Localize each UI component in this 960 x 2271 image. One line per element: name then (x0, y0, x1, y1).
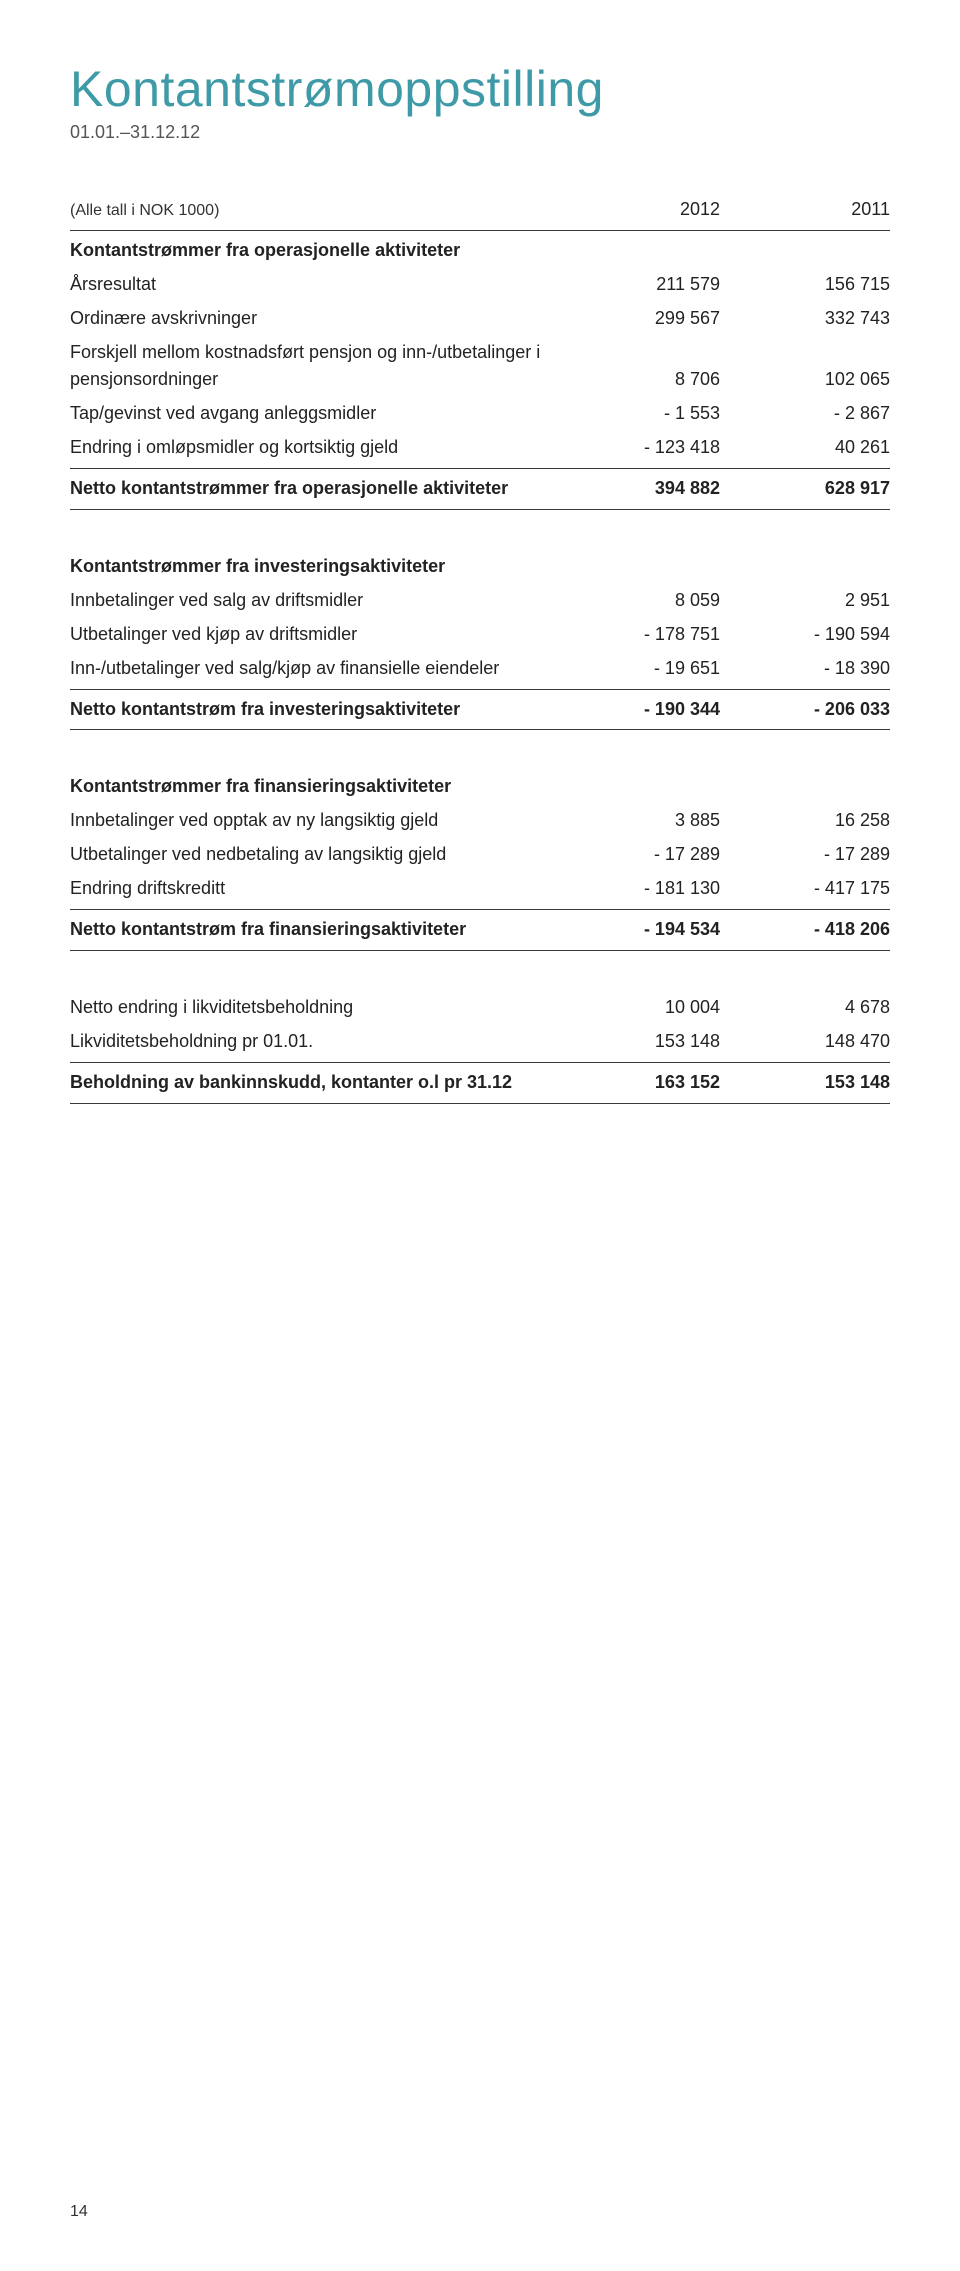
section-total-operating: Netto kontantstrømmer fra operasjonelle … (70, 469, 890, 510)
row-label: Endring driftskreditt (70, 872, 580, 909)
row-value: 156 715 (750, 268, 890, 302)
section-heading-investing: Kontantstrømmer fra investeringsaktivite… (70, 550, 890, 584)
section-heading-operating: Kontantstrømmer fra operasjonelle aktivi… (70, 230, 890, 267)
row-label: Ordinære avskrivninger (70, 302, 580, 336)
row-value: - 123 418 (580, 431, 750, 468)
heading-label: Kontantstrømmer fra operasjonelle aktivi… (70, 230, 580, 267)
heading-label: Kontantstrømmer fra finansieringsaktivit… (70, 770, 580, 804)
spacer (70, 950, 890, 991)
table-row: Tap/gevinst ved avgang anleggsmidler - 1… (70, 397, 890, 431)
summary-total: Beholdning av bankinnskudd, kontanter o.… (70, 1062, 890, 1103)
row-label: Utbetalinger ved nedbetaling av langsikt… (70, 838, 580, 872)
row-label: Utbetalinger ved kjøp av driftsmidler (70, 618, 580, 652)
page-title: Kontantstrømoppstilling (70, 60, 890, 118)
row-value: 148 470 (750, 1025, 890, 1062)
row-label: Netto kontantstrøm fra finansieringsakti… (70, 910, 580, 951)
row-value: 163 152 (580, 1062, 750, 1103)
table-row: Endring driftskreditt - 181 130 - 417 17… (70, 872, 890, 909)
row-label: Netto kontantstrøm fra investeringsaktiv… (70, 689, 580, 730)
row-value: - 19 651 (580, 652, 750, 689)
row-label: Beholdning av bankinnskudd, kontanter o.… (70, 1062, 580, 1103)
row-label: Innbetalinger ved opptak av ny langsikti… (70, 804, 580, 838)
row-value: - 194 534 (580, 910, 750, 951)
unit-note: (Alle tall i NOK 1000) (70, 193, 580, 230)
table-header-row: (Alle tall i NOK 1000) 2012 2011 (70, 193, 890, 230)
row-value: - 206 033 (750, 689, 890, 730)
table-row: Utbetalinger ved nedbetaling av langsikt… (70, 838, 890, 872)
table-row: Likviditetsbeholdning pr 01.01. 153 148 … (70, 1025, 890, 1062)
spacer (70, 730, 890, 771)
page-subtitle: 01.01.–31.12.12 (70, 122, 890, 143)
row-value: - 190 594 (750, 618, 890, 652)
row-label: Årsresultat (70, 268, 580, 302)
row-value: - 178 751 (580, 618, 750, 652)
row-value: 16 258 (750, 804, 890, 838)
cashflow-table: (Alle tall i NOK 1000) 2012 2011 Kontant… (70, 193, 890, 1104)
row-value: - 17 289 (580, 838, 750, 872)
row-label: Endring i omløpsmidler og kortsiktig gje… (70, 431, 580, 468)
page-number: 14 (70, 2203, 88, 2221)
table-row: Netto endring i likviditetsbeholdning 10… (70, 991, 890, 1025)
row-value: 332 743 (750, 302, 890, 336)
row-value: - 181 130 (580, 872, 750, 909)
row-value: 153 148 (750, 1062, 890, 1103)
row-value: 10 004 (580, 991, 750, 1025)
row-value: - 417 175 (750, 872, 890, 909)
row-label: Inn-/utbetalinger ved salg/kjøp av finan… (70, 652, 580, 689)
row-value: 102 065 (750, 336, 890, 398)
row-value: - 1 553 (580, 397, 750, 431)
row-label: Likviditetsbeholdning pr 01.01. (70, 1025, 580, 1062)
table-row: Årsresultat 211 579 156 715 (70, 268, 890, 302)
page: Kontantstrømoppstilling 01.01.–31.12.12 … (0, 0, 960, 2271)
row-label: Forskjell mellom kostnadsført pensjon og… (70, 336, 580, 398)
row-value: 4 678 (750, 991, 890, 1025)
row-value: - 18 390 (750, 652, 890, 689)
row-value: 40 261 (750, 431, 890, 468)
spacer (70, 510, 890, 551)
row-value: 394 882 (580, 469, 750, 510)
row-label: Netto kontantstrømmer fra operasjonelle … (70, 469, 580, 510)
row-value: 8 706 (580, 336, 750, 398)
row-value: - 17 289 (750, 838, 890, 872)
col-year-1: 2012 (580, 193, 750, 230)
row-value: - 190 344 (580, 689, 750, 730)
table-row: Forskjell mellom kostnadsført pensjon og… (70, 336, 890, 398)
row-value: 8 059 (580, 584, 750, 618)
section-total-investing: Netto kontantstrøm fra investeringsaktiv… (70, 689, 890, 730)
row-label: Tap/gevinst ved avgang anleggsmidler (70, 397, 580, 431)
row-value: - 2 867 (750, 397, 890, 431)
table-row: Utbetalinger ved kjøp av driftsmidler - … (70, 618, 890, 652)
row-value: 628 917 (750, 469, 890, 510)
table-row: Inn-/utbetalinger ved salg/kjøp av finan… (70, 652, 890, 689)
heading-label: Kontantstrømmer fra investeringsaktivite… (70, 550, 580, 584)
row-value: 299 567 (580, 302, 750, 336)
row-value: 3 885 (580, 804, 750, 838)
section-heading-financing: Kontantstrømmer fra finansieringsaktivit… (70, 770, 890, 804)
row-value: - 418 206 (750, 910, 890, 951)
col-year-2: 2011 (750, 193, 890, 230)
table-row: Innbetalinger ved opptak av ny langsikti… (70, 804, 890, 838)
table-row: Innbetalinger ved salg av driftsmidler 8… (70, 584, 890, 618)
row-label: Netto endring i likviditetsbeholdning (70, 991, 580, 1025)
section-total-financing: Netto kontantstrøm fra finansieringsakti… (70, 910, 890, 951)
row-value: 153 148 (580, 1025, 750, 1062)
table-row: Endring i omløpsmidler og kortsiktig gje… (70, 431, 890, 468)
table-row: Ordinære avskrivninger 299 567 332 743 (70, 302, 890, 336)
row-value: 211 579 (580, 268, 750, 302)
row-label: Innbetalinger ved salg av driftsmidler (70, 584, 580, 618)
row-value: 2 951 (750, 584, 890, 618)
